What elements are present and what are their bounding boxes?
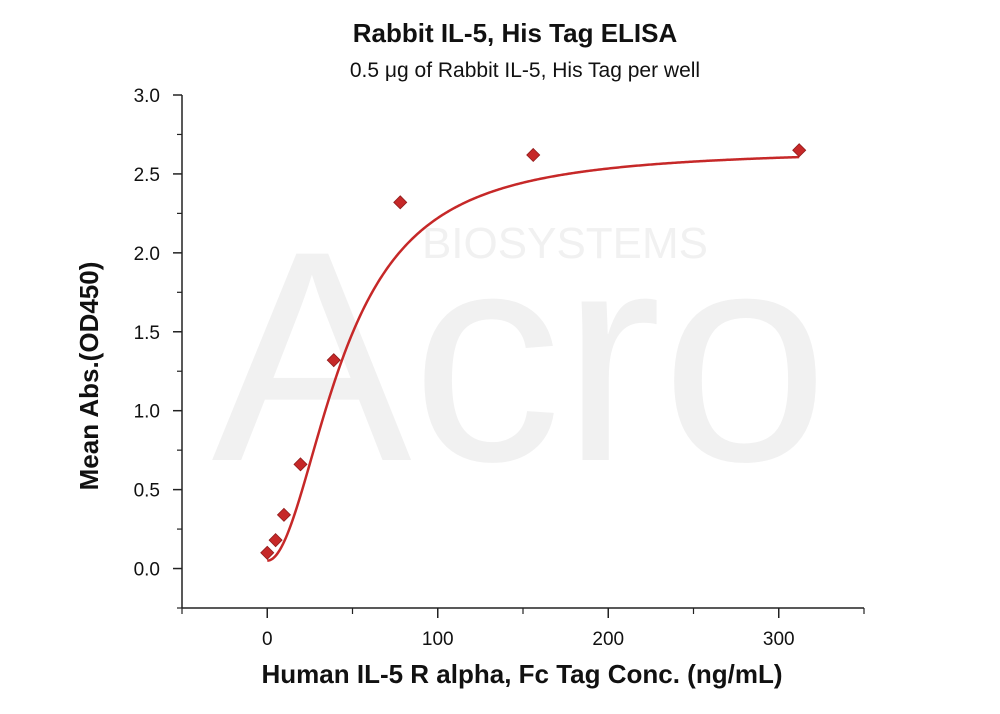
x-axis-label: Human IL-5 R alpha, Fc Tag Conc. (ng/mL): [262, 659, 783, 689]
watermark-brand: Acro: [212, 188, 829, 524]
fit-curve: [267, 155, 800, 562]
data-point: [326, 353, 341, 368]
x-tick-label: 300: [763, 629, 795, 650]
y-ticks: 0.0 0.5 1.0 1.5 2.0 2.5 3.0: [134, 86, 182, 609]
data-point: [268, 533, 283, 548]
data-point: [260, 545, 275, 560]
data-point: [792, 143, 807, 158]
y-tick-label: 1.0: [134, 402, 160, 423]
y-tick-label: 0.0: [134, 560, 160, 581]
watermark-sub: BIOSYSTEMS: [422, 219, 708, 268]
data-point: [393, 195, 408, 210]
y-tick-label: 2.5: [134, 165, 160, 186]
data-point: [276, 507, 292, 522]
data-points: [260, 143, 807, 560]
x-tick-label: 0: [262, 629, 273, 650]
y-tick-label: 2.0: [134, 244, 160, 265]
x-tick-label: 100: [422, 629, 454, 650]
data-point: [526, 147, 541, 163]
data-point: [293, 457, 308, 472]
chart-subtitle: 0.5 μg of Rabbit IL-5, His Tag per well: [350, 59, 700, 82]
y-axis-label: Mean Abs.(OD450): [74, 262, 104, 491]
fit-curves: [267, 155, 800, 562]
watermark: Acro BIOSYSTEMS: [212, 188, 829, 524]
y-tick-label: 0.5: [134, 481, 160, 502]
chart-title: Rabbit IL-5, His Tag ELISA: [353, 18, 678, 48]
x-tick-label: 200: [592, 629, 624, 650]
y-tick-label: 3.0: [134, 86, 160, 107]
y-tick-label: 1.5: [134, 323, 160, 344]
x-ticks: 0 100 200 300: [181, 608, 865, 650]
